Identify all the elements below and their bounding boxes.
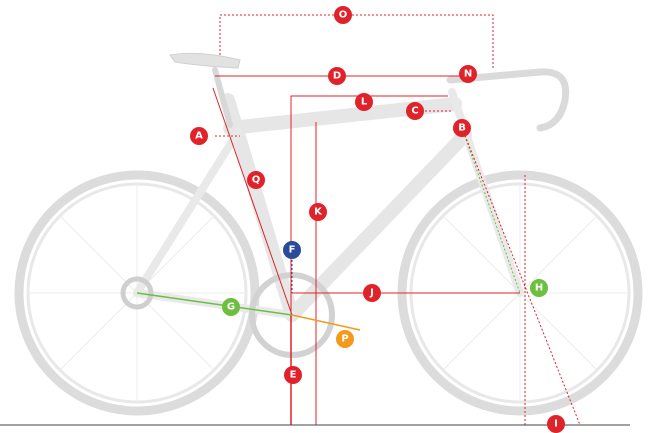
marker-label: N xyxy=(464,69,472,80)
marker-label: P xyxy=(341,334,348,345)
marker-label: B xyxy=(458,123,466,134)
marker-label: H xyxy=(535,283,543,294)
marker-label: F xyxy=(289,245,296,256)
marker-label: A xyxy=(195,131,203,142)
marker-label: G xyxy=(227,302,235,313)
marker-label: C xyxy=(411,106,418,117)
marker-label: D xyxy=(333,71,341,82)
marker-label: K xyxy=(314,207,323,218)
marker-label: E xyxy=(290,370,297,381)
marker-label: J xyxy=(369,288,374,299)
marker-label: L xyxy=(361,97,368,108)
marker-label: O xyxy=(339,10,348,21)
bike-geometry: O D N L C A B Q K F J H G P E I xyxy=(0,0,655,433)
marker-label: Q xyxy=(252,175,261,186)
bike xyxy=(19,53,638,411)
marker-label: I xyxy=(554,419,558,430)
